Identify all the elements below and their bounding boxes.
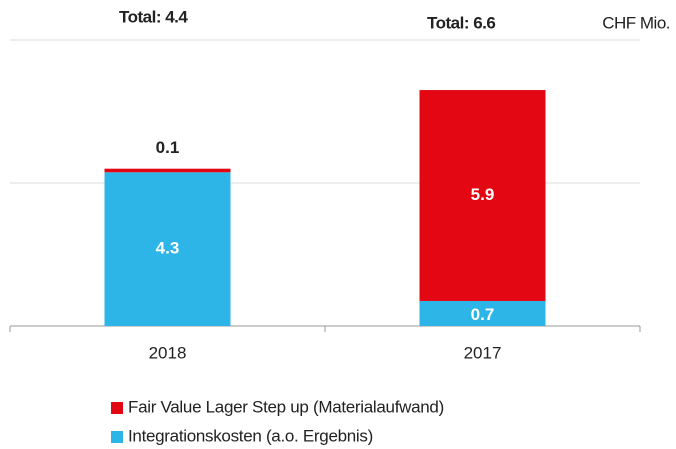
x-tick-label: 2017 bbox=[464, 343, 502, 362]
data-label: 4.3 bbox=[156, 239, 180, 258]
x-tick-label: 2018 bbox=[149, 343, 187, 362]
unit-label: CHF Mio. bbox=[602, 13, 670, 32]
data-label: 0.1 bbox=[156, 138, 180, 157]
bar-segment bbox=[419, 90, 546, 301]
total-annotation: Total: 6.6 bbox=[427, 13, 495, 32]
legend-swatch bbox=[111, 431, 123, 443]
bar-segment bbox=[419, 300, 546, 326]
data-label: 0.7 bbox=[471, 305, 495, 324]
legend-label: Fair Value Lager Step up (Materialaufwan… bbox=[128, 397, 444, 416]
data-label: 5.9 bbox=[471, 185, 495, 204]
legend-swatch bbox=[111, 402, 123, 414]
legend-label: Integrationskosten (a.o. Ergebnis) bbox=[128, 426, 373, 445]
bar-segment bbox=[104, 172, 231, 326]
total-annotation: Total: 4.4 bbox=[119, 7, 188, 26]
bar-segment bbox=[104, 168, 231, 173]
